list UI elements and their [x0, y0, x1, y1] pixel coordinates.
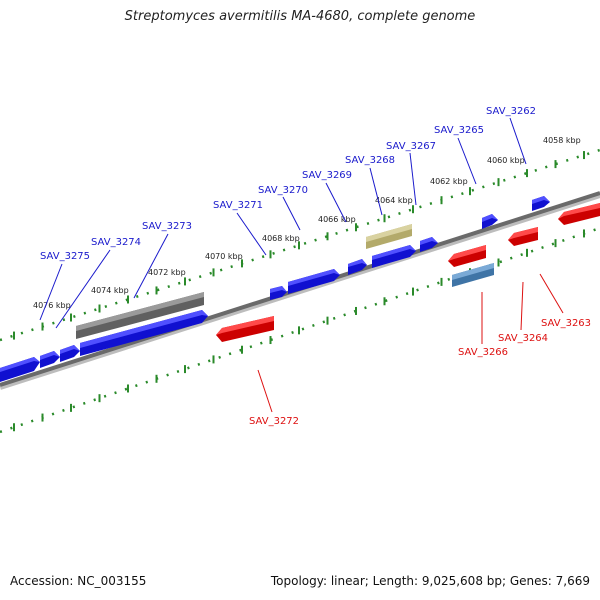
forward-gene-arrow[interactable]: [372, 245, 416, 268]
gene-label-sav3264[interactable]: SAV_3264: [498, 333, 548, 344]
forward-gene-arrow[interactable]: [348, 259, 367, 275]
ruler-label: 4062 kbp: [430, 177, 468, 186]
gene-leader-line: [369, 167, 383, 216]
gene-leader-line: [539, 273, 564, 314]
forward-gene-arrow[interactable]: [270, 286, 287, 300]
steelblue-feature-block[interactable]: [452, 263, 494, 287]
gene-leader-line: [282, 196, 301, 231]
reverse-gene-arrow[interactable]: [558, 203, 600, 225]
forward-gene-arrow[interactable]: [40, 351, 60, 368]
forward-gene-arrow[interactable]: [60, 345, 80, 362]
accession-text: Accession: NC_003155: [10, 574, 147, 588]
gene-label-sav3265[interactable]: SAV_3265: [434, 125, 484, 136]
gene-leader-line: [133, 233, 169, 299]
gene-label-sav3269[interactable]: SAV_3269: [302, 170, 352, 181]
reverse-gene-arrow[interactable]: [448, 245, 486, 267]
gene-leader-line: [55, 249, 111, 329]
gene-label-sav3275[interactable]: SAV_3275: [40, 251, 90, 262]
forward-gene-arrow[interactable]: [532, 196, 550, 211]
gray-feature-block[interactable]: [76, 292, 204, 339]
genome-title: Streptomyces avermitilis MA-4680, comple…: [124, 9, 476, 24]
gene-leader-line: [457, 137, 477, 185]
ruler-label: 4066 kbp: [318, 215, 356, 224]
gene-label-sav3262[interactable]: SAV_3262: [486, 106, 536, 117]
gene-leader-line: [520, 281, 524, 331]
gene-leader-line: [409, 152, 417, 206]
gene-label-sav3263[interactable]: SAV_3263: [541, 318, 591, 329]
forward-gene-arrow[interactable]: [0, 357, 40, 382]
ruler-label: 4070 kbp: [205, 252, 243, 261]
ruler-label: 4064 kbp: [375, 196, 413, 205]
gene-label-sav3267[interactable]: SAV_3267: [386, 141, 436, 152]
ruler-label: 4074 kbp: [91, 286, 129, 295]
forward-gene-arrow[interactable]: [288, 269, 340, 294]
gene-leader-line: [39, 263, 63, 321]
gene-label-sav3271[interactable]: SAV_3271: [213, 200, 263, 211]
gene-label-sav3273[interactable]: SAV_3273: [142, 221, 192, 232]
forward-gene-arrow[interactable]: [420, 237, 438, 252]
gene-label-sav3274[interactable]: SAV_3274: [91, 237, 141, 248]
gene-label-sav3270[interactable]: SAV_3270: [258, 185, 308, 196]
gene-label-sav3272[interactable]: SAV_3272: [249, 416, 299, 427]
ruler-label: 4058 kbp: [543, 136, 581, 145]
ruler-label: 4076 kbp: [33, 301, 71, 310]
gene-leader-line: [509, 117, 527, 165]
gene-label-sav3266[interactable]: SAV_3266: [458, 347, 508, 358]
gene-leader-line: [236, 212, 267, 256]
gene-label-sav3268[interactable]: SAV_3268: [345, 155, 395, 166]
lower-ruler-rail: [0, 226, 600, 434]
reverse-gene-arrow[interactable]: [508, 227, 538, 246]
gene-leader-line: [257, 369, 273, 413]
gene-leader-line: [325, 182, 347, 223]
forward-gene-arrow[interactable]: [482, 214, 498, 229]
reverse-gene-arrow[interactable]: [216, 316, 274, 342]
ruler-label: 4060 kbp: [487, 156, 525, 165]
ruler-label: 4068 kbp: [262, 234, 300, 243]
ruler-major-ticks: [13, 151, 585, 432]
forward-gene-arrow[interactable]: [80, 310, 208, 356]
khaki-feature-block[interactable]: [366, 224, 412, 249]
ruler-label: 4072 kbp: [148, 268, 186, 277]
genome-summary-text: Topology: linear; Length: 9,025,608 bp; …: [270, 574, 590, 588]
